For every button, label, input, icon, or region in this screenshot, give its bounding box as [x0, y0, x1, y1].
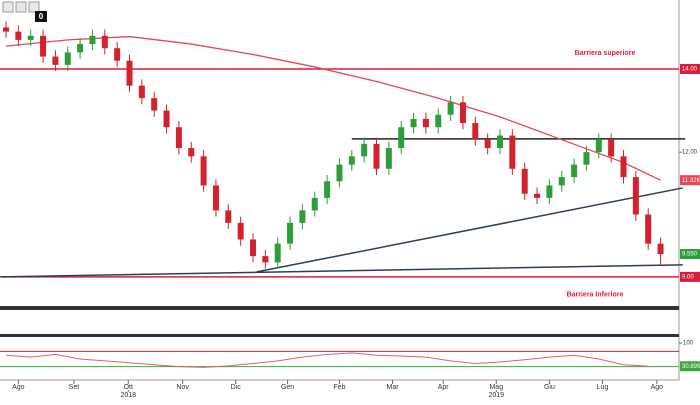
x-tick-label: Dic — [231, 384, 242, 391]
x-tick-label: Nov — [176, 384, 189, 391]
candle-body — [250, 239, 256, 257]
x-tick-label: Feb — [333, 384, 345, 391]
candle-body — [324, 181, 331, 198]
candle-body — [361, 143, 368, 157]
candle-body — [348, 156, 355, 165]
x-tick-label: Ago — [651, 384, 664, 391]
candle-body — [64, 52, 71, 65]
candle-body — [200, 156, 207, 186]
x-tick-label: Ott — [124, 384, 133, 391]
candle-body — [274, 243, 281, 263]
candle-body — [163, 110, 170, 128]
x-tick-label: Mag — [489, 384, 503, 391]
candle-body — [287, 222, 294, 244]
x-tick-label: Giu — [544, 384, 555, 391]
candle-body — [558, 177, 565, 186]
panel-divider — [0, 306, 679, 310]
x-tick-label: Mar — [387, 384, 400, 391]
candle-body — [595, 139, 602, 153]
candle-body — [484, 139, 491, 149]
candle-body — [435, 114, 442, 128]
price-box-label: 11.3263 — [682, 178, 700, 184]
candle-body — [114, 48, 121, 61]
candle-body — [472, 123, 479, 140]
moving-average — [5, 35, 661, 181]
candle-body — [497, 135, 503, 149]
candle-body — [336, 164, 343, 182]
candle-body — [608, 139, 615, 157]
x-tick-label: Gen — [281, 384, 294, 391]
candle-body — [40, 35, 47, 57]
candle-body — [398, 127, 405, 149]
candle-body — [126, 60, 133, 86]
panel-divider — [0, 334, 679, 337]
price-box-label: 30.8997 — [682, 364, 700, 370]
price-box — [680, 361, 700, 372]
tool-button[interactable] — [15, 1, 27, 13]
candle-body — [583, 152, 590, 165]
candle-body — [237, 222, 244, 240]
price-box — [680, 249, 700, 260]
candle-body — [77, 44, 84, 53]
candle-body — [521, 168, 528, 194]
candle-body — [27, 35, 34, 40]
candle-body — [459, 102, 466, 124]
candle-body — [138, 85, 145, 99]
candle-body — [546, 185, 553, 198]
x-tick-label: Apr — [438, 384, 450, 391]
candle-body — [262, 256, 269, 263]
price-box — [680, 64, 700, 75]
trendline — [1, 264, 683, 278]
candle-body — [410, 118, 417, 128]
tool-button[interactable] — [2, 1, 14, 13]
x-tick-label: Set — [69, 384, 80, 391]
oscillator-line — [5, 352, 649, 368]
price-box-label: 9.550 — [682, 252, 698, 258]
candle-body — [188, 148, 195, 157]
tool-button[interactable] — [28, 1, 40, 13]
candle-body — [620, 156, 627, 178]
price-box — [680, 271, 700, 282]
candle-body — [447, 102, 454, 115]
candle-body — [101, 35, 108, 49]
year-label: 2018 — [120, 392, 136, 399]
candle-body — [385, 148, 392, 169]
candle-body — [52, 56, 59, 65]
barrier-label: Barriera superiore — [575, 50, 636, 57]
x-tick-label: Ago — [12, 384, 25, 391]
badge[interactable]: 0 — [39, 12, 44, 21]
toolbar: 0 — [2, 1, 47, 22]
candle-body — [422, 118, 429, 128]
candle-body — [509, 135, 516, 169]
price-box-label: 9.00 — [682, 274, 694, 280]
candle-body — [15, 31, 22, 40]
candle-body — [311, 197, 318, 211]
candle-body — [3, 27, 9, 32]
candle-body — [175, 127, 182, 149]
candle-body — [299, 210, 306, 223]
badge-box[interactable] — [35, 11, 47, 22]
x-tick-label: Lug — [597, 384, 609, 391]
trendline — [256, 187, 683, 273]
barrier-label: Barriera Inferiore — [567, 292, 624, 299]
candle-body — [225, 210, 232, 223]
price-box — [680, 175, 700, 186]
candle-body — [373, 143, 380, 169]
candle-body — [212, 185, 219, 211]
y-tick-label: 12.00 — [682, 150, 698, 156]
oscillator-tick-label: 100 — [683, 341, 694, 347]
candle-body — [645, 214, 652, 244]
price-box-label: 14.00 — [682, 67, 698, 73]
candle-body — [571, 164, 578, 178]
candle-body — [151, 98, 158, 111]
candle-body — [89, 35, 96, 45]
candle-body — [657, 243, 664, 255]
candle-body — [534, 193, 541, 198]
candle-body — [632, 177, 639, 215]
year-label: 2019 — [489, 392, 505, 399]
